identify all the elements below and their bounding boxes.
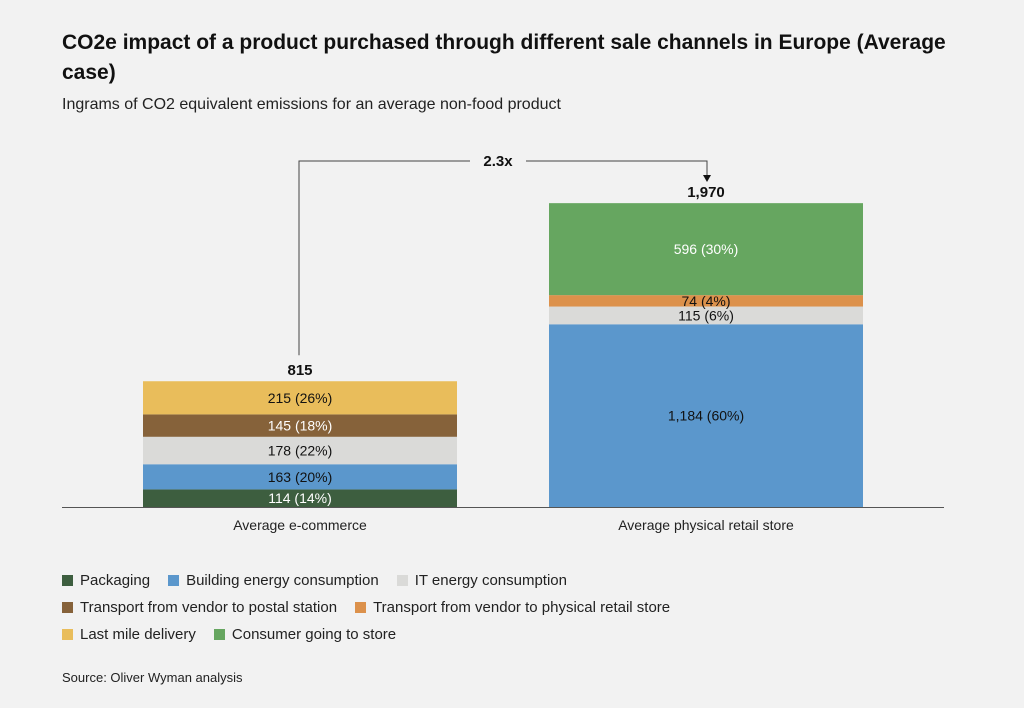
legend-label: Last mile delivery bbox=[80, 626, 196, 643]
legend-row: Last mile delivery Consumer going to stor… bbox=[62, 621, 688, 648]
bar-segment bbox=[143, 381, 457, 415]
legend-item: Transport from vendor to postal station bbox=[62, 599, 337, 616]
legend-item: Transport from vendor to physical retail… bbox=[355, 599, 670, 616]
legend-item: IT energy consumption bbox=[396, 572, 567, 589]
category-label: Average physical retail store bbox=[618, 517, 794, 533]
data-label: 1,184 (60%) bbox=[668, 408, 744, 424]
bar-segment bbox=[549, 295, 863, 307]
legend-label: IT energy consumption bbox=[414, 572, 567, 589]
legend-item: Building energy consumption bbox=[168, 572, 379, 589]
legend-swatch bbox=[62, 629, 73, 640]
data-label: 74 (4%) bbox=[681, 293, 730, 309]
source-note: Source: Oliver Wyman analysis bbox=[62, 670, 243, 685]
data-label: 163 (20%) bbox=[268, 469, 333, 485]
bar-segment bbox=[143, 464, 457, 490]
legend-row: Transport from vendor to postal station T… bbox=[62, 594, 688, 621]
bar-segment bbox=[549, 324, 863, 507]
bar-segment bbox=[143, 489, 457, 507]
legend-swatch bbox=[62, 602, 73, 613]
total-label: 815 bbox=[287, 362, 312, 379]
legend-label: Consumer going to store bbox=[231, 626, 397, 643]
legend-label: Building energy consumption bbox=[186, 572, 379, 589]
data-label: 596 (30%) bbox=[674, 241, 739, 257]
ratio-annotation: 2.3x bbox=[483, 153, 513, 170]
chart-subtitle: Ingrams of CO2 equivalent emissions for … bbox=[62, 96, 561, 113]
legend: Packaging Building energy consumption IT e… bbox=[62, 567, 688, 648]
bar-segment bbox=[549, 306, 863, 325]
data-label: 114 (14%) bbox=[268, 490, 332, 506]
data-label: 115 (6%) bbox=[678, 307, 734, 323]
category-label: Average e-commerce bbox=[233, 517, 367, 533]
data-label: 215 (26%) bbox=[268, 390, 333, 406]
bar-segment bbox=[549, 203, 863, 296]
bar-segment bbox=[143, 414, 457, 437]
legend-item: Packaging bbox=[62, 572, 150, 589]
chart-title: CO2e impact of a product purchased throu… bbox=[62, 31, 946, 84]
legend-swatch bbox=[62, 575, 73, 586]
legend-label: Transport from vendor to physical retail… bbox=[373, 599, 671, 616]
arrow-head-icon bbox=[703, 175, 711, 182]
bar-segment bbox=[143, 436, 457, 465]
legend-swatch bbox=[396, 575, 408, 586]
legend-label: Packaging bbox=[80, 572, 151, 589]
data-label: 145 (18%) bbox=[268, 418, 333, 434]
comparison-bracket bbox=[298, 160, 708, 356]
stacked-bar-chart: 114 (14%) 163 (20%) 178 (22%) 145 (18%) 215 … bbox=[62, 153, 944, 533]
legend-item: Last mile delivery bbox=[62, 626, 196, 643]
legend-swatch bbox=[168, 575, 180, 586]
legend-label: Transport from vendor to postal station bbox=[80, 599, 338, 616]
total-label: 1,970 bbox=[687, 184, 725, 201]
legend-swatch bbox=[355, 602, 367, 613]
legend-swatch bbox=[213, 629, 225, 640]
legend-item: Consumer going to store bbox=[213, 626, 397, 643]
data-label: 178 (22%) bbox=[268, 443, 333, 459]
legend-row: Packaging Building energy consumption IT e… bbox=[62, 567, 688, 594]
